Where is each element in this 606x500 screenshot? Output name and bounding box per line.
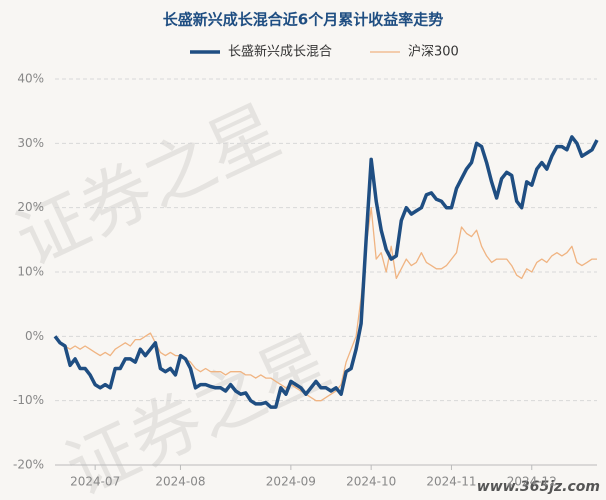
watermark: 证券之星 [54, 319, 342, 500]
y-tick-label: -10% [13, 393, 44, 407]
site-label: www.365jz.com [477, 479, 600, 495]
x-tick-label: 2024-09 [266, 475, 316, 489]
x-tick-label: 2024-10 [346, 475, 396, 489]
y-tick-label: 40% [17, 72, 44, 86]
watermark-group: 证券之星 证券之星 [4, 89, 342, 500]
y-tick-label: -20% [13, 458, 44, 472]
y-tick-label: 30% [17, 136, 44, 150]
legend-label: 长盛新兴成长混合 [228, 44, 332, 60]
x-tick-label: 2024-12 [507, 475, 557, 489]
series-line [54, 207, 597, 402]
legend-label: 沪深300 [408, 44, 459, 60]
x-tick-label: 2024-11 [426, 475, 476, 489]
x-tick-label: 2024-07 [70, 475, 120, 489]
x-tick-label: 2024-08 [155, 475, 205, 489]
chart-title: 长盛新兴成长混合近6个月累计收益率走势 [163, 11, 443, 29]
watermark: 证券之星 [4, 89, 292, 282]
y-tick-label: 20% [17, 200, 44, 214]
y-tick-label: 10% [17, 265, 44, 279]
series-line [53, 135, 599, 409]
y-tick-label: 0% [25, 329, 44, 343]
